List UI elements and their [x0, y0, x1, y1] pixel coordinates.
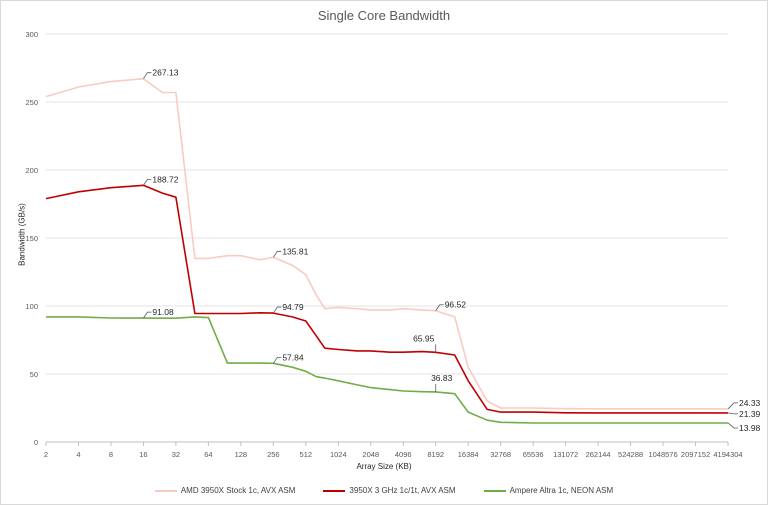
y-tick-label-0: 0	[34, 438, 38, 447]
x-tick-label-65536: 65536	[523, 450, 544, 459]
x-tick-label-4: 4	[76, 450, 80, 459]
axes: 0 50 100 150 200 250 300 2 4 8 16 32 64 128 256 512 1024…	[25, 30, 742, 459]
x-tick-label-32: 32	[172, 450, 180, 459]
x-tick-label-1024: 1024	[330, 450, 347, 459]
x-tick-label-4096: 4096	[395, 450, 412, 459]
data-label-65.95: 65.95	[413, 333, 435, 343]
x-tick-label-8192: 8192	[427, 450, 444, 459]
x-tick-label-2: 2	[44, 450, 48, 459]
data-label-135.81: 135.81	[282, 246, 308, 256]
legend-label-3950x-3ghz: 3950X 3 GHz 1c/1t, AVX ASM	[349, 486, 456, 495]
x-tick-label-16: 16	[139, 450, 147, 459]
data-labels: 267.13 135.81 96.52 24.33 188.72 94.79 65.95 21…	[143, 68, 761, 433]
data-label-24.33: 24.33	[739, 398, 761, 408]
data-label-36.83: 36.83	[431, 373, 453, 383]
leader-57.84	[273, 356, 282, 364]
leader-21.39	[727, 412, 738, 415]
leader-188.72	[143, 178, 152, 186]
series-line-amd-stock	[45, 77, 729, 410]
legend-label-ampere-altra: Ampere Altra 1c, NEON ASM	[509, 486, 614, 495]
x-tick-label-128: 128	[235, 450, 248, 459]
legend-item-amd-stock: AMD 3950X Stock 1c, AVX ASM	[154, 486, 296, 495]
legend: AMD 3950X Stock 1c, AVX ASM 3950X 3 GHz …	[0, 486, 768, 495]
x-axis-title: Array Size (KB)	[356, 462, 412, 471]
x-tick-label-262144: 262144	[586, 450, 611, 459]
x-tick-label-4194304: 4194304	[713, 450, 742, 459]
data-label-96.52: 96.52	[445, 300, 467, 310]
x-tick-label-8: 8	[109, 450, 113, 459]
x-tick-label-256: 256	[267, 450, 280, 459]
legend-label-amd-stock: AMD 3950X Stock 1c, AVX ASM	[180, 486, 296, 495]
leader-24.33	[727, 402, 738, 410]
data-label-21.39: 21.39	[739, 409, 761, 419]
x-tick-label-1048576: 1048576	[648, 450, 677, 459]
chart-title: Single Core Bandwidth	[317, 8, 451, 23]
x-tick-label-2048: 2048	[362, 450, 379, 459]
x-tick-label-16384: 16384	[458, 450, 479, 459]
series-line-3950x-3ghz	[45, 184, 728, 414]
data-label-94.79: 94.79	[282, 302, 304, 312]
series-lines	[45, 77, 729, 424]
y-tick-label-50: 50	[30, 370, 38, 379]
series-line-ampere-altra	[46, 316, 728, 424]
x-tick-label-64: 64	[204, 450, 212, 459]
data-label-188.72: 188.72	[152, 174, 178, 184]
legend-swatch-amd-stock	[154, 489, 177, 492]
y-tick-label-100: 100	[25, 302, 38, 311]
x-tick-label-2097152: 2097152	[681, 450, 710, 459]
x-tick-label-32768: 32768	[490, 450, 511, 459]
leader-135.81	[273, 250, 282, 258]
leader-13.98	[727, 422, 738, 429]
x-tick-label-512: 512	[300, 450, 313, 459]
y-tick-label-300: 300	[25, 30, 38, 39]
data-label-91.08: 91.08	[152, 307, 174, 317]
gridlines	[46, 33, 728, 443]
x-tick-label-524288: 524288	[618, 450, 643, 459]
legend-swatch-ampere-altra	[483, 489, 506, 492]
y-tick-label-150: 150	[25, 234, 38, 243]
data-label-57.84: 57.84	[282, 352, 304, 362]
leader-96.52	[435, 304, 444, 311]
y-tick-label-250: 250	[25, 98, 38, 107]
data-label-267.13: 267.13	[152, 68, 178, 78]
legend-swatch-3950x-3ghz	[323, 489, 346, 492]
leader-267.13	[143, 72, 152, 79]
legend-item-ampere-altra: Ampere Altra 1c, NEON ASM	[483, 486, 614, 495]
y-tick-label-200: 200	[25, 166, 38, 175]
data-label-13.98: 13.98	[739, 423, 761, 433]
leader-94.79	[273, 306, 282, 314]
legend-item-3950x-3ghz: 3950X 3 GHz 1c/1t, AVX ASM	[323, 486, 456, 495]
leader-91.08	[143, 311, 152, 319]
x-tick-label-131072: 131072	[553, 450, 578, 459]
